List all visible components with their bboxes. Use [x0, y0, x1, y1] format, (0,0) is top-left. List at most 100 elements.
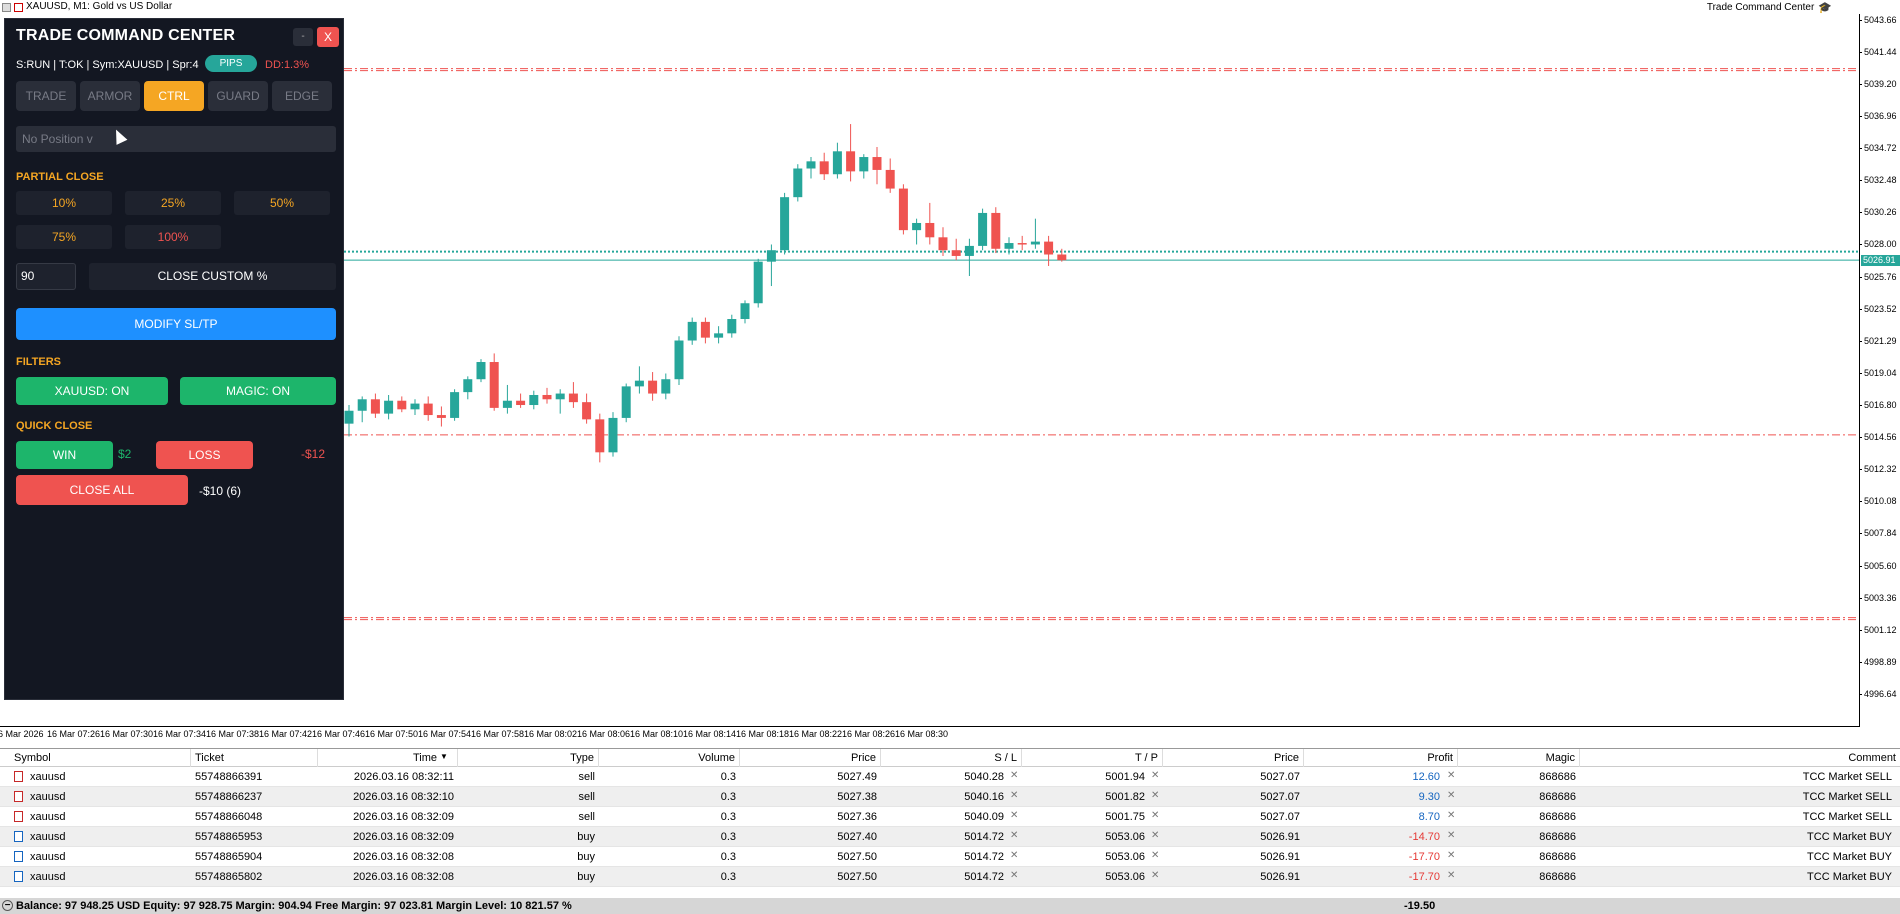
candle — [463, 376, 473, 400]
cell-price: 5027.50 — [837, 851, 877, 863]
header-type[interactable]: Type — [458, 749, 599, 767]
price-scale[interactable]: 5043.66 5041.44 5039.20 5036.96 5034.72 5032.… — [1859, 14, 1900, 726]
header-magic[interactable]: Magic — [1458, 749, 1580, 767]
magic-filter-button[interactable]: MAGIC: ON — [180, 377, 336, 405]
header-time[interactable]: Time — [318, 749, 458, 767]
header-sl[interactable]: S / L — [881, 749, 1022, 767]
close-loss-button[interactable]: LOSS — [156, 441, 253, 469]
header-tp[interactable]: T / P — [1022, 749, 1163, 767]
tab-guard[interactable]: GUARD — [208, 81, 268, 111]
candle — [714, 326, 724, 344]
partial-75-button[interactable]: 75% — [16, 225, 112, 249]
candle — [608, 412, 618, 457]
table-row[interactable]: xauusd 55748865953 2026.03.16 08:32:09 buy 0… — [0, 827, 1900, 847]
close-position-icon[interactable]: ✕ — [1447, 790, 1456, 801]
time-tick: 16 Mar 07:34 — [153, 729, 207, 739]
time-tick: 6 Mar 2026 — [0, 729, 44, 739]
cell-comment: TCC Market BUY — [1807, 851, 1892, 863]
close-position-icon[interactable]: ✕ — [1447, 830, 1456, 841]
close-custom-button[interactable]: CLOSE CUSTOM % — [89, 263, 336, 290]
partial-100-button[interactable]: 100% — [125, 225, 221, 249]
remove-tp-icon[interactable]: ✕ — [1151, 790, 1160, 801]
window-title: XAUUSD, M1: Gold vs US Dollar — [26, 1, 173, 12]
partial-25-button[interactable]: 25% — [125, 191, 221, 215]
remove-tp-icon[interactable]: ✕ — [1151, 770, 1160, 781]
tab-ctrl[interactable]: CTRL — [144, 81, 204, 111]
remove-sl-icon[interactable]: ✕ — [1010, 810, 1019, 821]
cell-volume: 0.3 — [720, 871, 736, 883]
remove-tp-icon[interactable]: ✕ — [1151, 850, 1160, 861]
price-tick: 5028.00 — [1859, 239, 1900, 249]
remove-sl-icon[interactable]: ✕ — [1010, 790, 1019, 801]
candle — [516, 393, 526, 408]
tab-edge[interactable]: EDGE — [272, 81, 332, 111]
modify-sltp-button[interactable]: MODIFY SL/TP — [16, 308, 336, 340]
candle — [674, 336, 684, 385]
candle — [819, 152, 829, 180]
remove-tp-icon[interactable]: ✕ — [1151, 810, 1160, 821]
table-row[interactable]: xauusd 55748865802 2026.03.16 08:32:08 buy 0… — [0, 867, 1900, 887]
remove-sl-icon[interactable]: ✕ — [1010, 870, 1019, 881]
remove-tp-icon[interactable]: ✕ — [1151, 870, 1160, 881]
cell-current-price: 5026.91 — [1260, 871, 1300, 883]
close-position-icon[interactable]: ✕ — [1447, 770, 1456, 781]
table-row[interactable]: xauusd 55748865904 2026.03.16 08:32:08 buy 0… — [0, 847, 1900, 867]
time-axis[interactable]: 6 Mar 2026 16 Mar 07:26 16 Mar 07:30 16 Mar… — [0, 726, 1860, 748]
candle — [542, 387, 552, 404]
title-bar: XAUUSD, M1: Gold vs US Dollar Trade Comm… — [0, 0, 1900, 14]
remove-sl-icon[interactable]: ✕ — [1010, 850, 1019, 861]
loss-value: -$12 — [301, 447, 326, 461]
status-line: S:RUN | T:OK | Sym:XAUUSD | Spr:4 — [16, 59, 199, 71]
partial-10-button[interactable]: 10% — [16, 191, 112, 215]
candle — [846, 124, 856, 182]
table-row[interactable]: xauusd 55748866237 2026.03.16 08:32:10 sell… — [0, 787, 1900, 807]
partial-50-button[interactable]: 50% — [234, 191, 330, 215]
header-ticket[interactable]: Ticket — [191, 749, 318, 767]
header-volume[interactable]: Volume — [599, 749, 740, 767]
current-price-marker: 5026.91 — [1861, 255, 1900, 267]
header-symbol[interactable]: Symbol — [0, 749, 191, 767]
header-comment[interactable]: Comment — [1848, 752, 1896, 764]
remove-tp-icon[interactable]: ✕ — [1151, 830, 1160, 841]
symbol-filter-button[interactable]: XAUUSD: ON — [16, 377, 168, 405]
table-row[interactable]: xauusd 55748866391 2026.03.16 08:32:11 sell… — [0, 767, 1900, 787]
price-chart[interactable] — [0, 14, 1860, 726]
close-position-icon[interactable]: ✕ — [1447, 870, 1456, 881]
header-price[interactable]: Price — [740, 749, 881, 767]
cell-ticket: 55748866391 — [195, 771, 263, 783]
remove-sl-icon[interactable]: ✕ — [1010, 830, 1019, 841]
collapse-icon[interactable]: − — [2, 900, 13, 911]
close-position-icon[interactable]: ✕ — [1447, 810, 1456, 821]
chart-icon — [14, 2, 23, 12]
tab-armor[interactable]: ARMOR — [80, 81, 140, 111]
candle — [1017, 235, 1027, 251]
pips-toggle[interactable]: PIPS — [205, 55, 257, 72]
price-tick: 5003.36 — [1859, 593, 1900, 603]
cell-comment: TCC Market BUY — [1807, 871, 1892, 883]
header-current-price[interactable]: Price — [1163, 749, 1304, 767]
table-row[interactable]: xauusd 55748866048 2026.03.16 08:32:09 sell… — [0, 807, 1900, 827]
custom-percent-input[interactable]: 90 — [16, 263, 76, 290]
cell-ticket: 55748865904 — [195, 851, 263, 863]
close-all-button[interactable]: CLOSE ALL — [16, 475, 188, 505]
cell-price: 5027.36 — [837, 811, 877, 823]
price-tick: 5007.84 — [1859, 528, 1900, 538]
cell-sl: 5040.09 — [964, 811, 1004, 823]
candle — [384, 394, 394, 420]
close-position-icon[interactable]: ✕ — [1447, 850, 1456, 861]
cell-profit: -14.70 — [1408, 831, 1440, 843]
menu-icon[interactable] — [2, 2, 11, 12]
remove-sl-icon[interactable]: ✕ — [1010, 770, 1019, 781]
minimize-button[interactable]: - — [293, 28, 313, 46]
cell-comment: TCC Market SELL — [1802, 771, 1892, 783]
candle — [912, 218, 922, 245]
position-select[interactable]: No Position v — [16, 126, 336, 152]
cell-current-price: 5027.07 — [1260, 771, 1300, 783]
time-tick: 16 Mar 08:30 — [895, 729, 949, 739]
tab-trade[interactable]: TRADE — [16, 81, 76, 111]
cell-price: 5027.50 — [837, 871, 877, 883]
header-profit[interactable]: Profit — [1304, 749, 1458, 767]
close-panel-button[interactable]: X — [317, 27, 339, 47]
close-win-button[interactable]: WIN — [16, 441, 113, 469]
